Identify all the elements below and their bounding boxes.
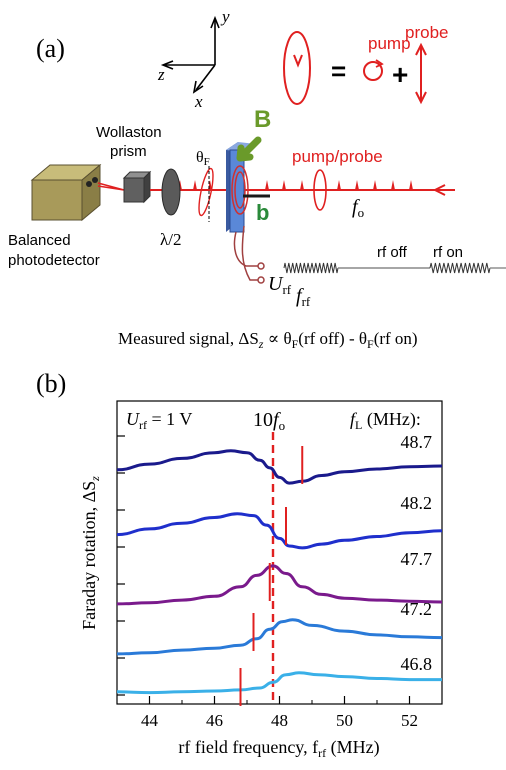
f-rf-label: frf — [296, 285, 311, 309]
rf-terminal-2 — [257, 276, 265, 284]
series-label-48.2: 48.2 — [401, 493, 433, 513]
rf-burst-off — [283, 262, 339, 274]
x-tick-label-44: 44 — [141, 711, 159, 730]
x-axis-label: x — [194, 92, 203, 111]
rf-field-b-label: b — [256, 200, 269, 225]
theta-f-label: θF — [196, 149, 210, 168]
urf-annotation: Urf = 1 V — [126, 409, 192, 432]
linear-polarization-ellipse — [283, 31, 311, 105]
u-rf-label: Urf — [268, 273, 292, 297]
series-line-47.7 — [116, 564, 443, 606]
plot-layer: 44 46 48 50 52 48.7 48.2 47.7 47.2 46.8 — [116, 432, 443, 730]
y-axis-arrow — [210, 15, 220, 29]
coordinate-axes — [160, 15, 220, 94]
y-axis-title: Faraday rotation, ΔSz — [79, 476, 102, 630]
x-axis-line — [195, 64, 216, 91]
split-beams — [97, 182, 125, 191]
series-line-46.8 — [116, 671, 442, 695]
polarization-legend: = pump + probe — [283, 23, 448, 105]
panel-b-label: (b) — [36, 369, 66, 398]
y-axis-label: y — [220, 7, 230, 26]
ten-fo-annotation: 10fo — [253, 409, 285, 433]
detector-label-1: Balanced — [8, 232, 71, 249]
probe-arrow-heads — [415, 42, 427, 105]
measured-signal-text: Measured signal, ΔSz ∝ θF(rf off) - θF(r… — [118, 329, 418, 351]
circular-pump-icon — [363, 61, 383, 81]
half-wave-plate — [161, 168, 181, 216]
rf-wire-1 — [233, 231, 258, 267]
series-label-47.2: 47.2 — [401, 599, 433, 619]
x-tick-label-46: 46 — [206, 711, 223, 730]
rf-waveform — [283, 262, 506, 274]
wollaston-prism — [122, 170, 152, 204]
series-line-47.2 — [116, 618, 443, 656]
series-label-48.7: 48.7 — [401, 432, 433, 452]
panel-a: (a) y z x = pump + probe — [8, 7, 506, 351]
equals-sign: = — [331, 56, 346, 86]
wollaston-label-1: Wollaston — [96, 124, 162, 141]
plot-frame — [116, 400, 443, 705]
wollaston-label-2: prism — [110, 143, 147, 160]
panel-a-label: (a) — [36, 34, 65, 63]
rf-wire-2 — [241, 225, 258, 281]
series-label-46.8: 46.8 — [401, 654, 433, 674]
series-line-48.7 — [116, 449, 443, 485]
pump-label: pump — [368, 34, 411, 53]
x-tick-label-52: 52 — [401, 711, 418, 730]
x-tick-label-48: 48 — [271, 711, 288, 730]
rotated-polarization-ellipse — [198, 167, 214, 217]
x-tick-label-50: 50 — [336, 711, 353, 730]
beam-polarization-ellipse — [313, 169, 327, 211]
fl-header: fL (MHz): — [350, 409, 421, 432]
b-field-label: B — [254, 106, 271, 133]
b-field-arrow — [236, 136, 262, 162]
beam-direction-arrow — [432, 184, 446, 196]
rf-burst-on — [429, 262, 491, 274]
panel-b: (b) 44 46 48 50 52 48.7 48.2 47.7 47.2 46.8 Urf =… — [36, 369, 443, 760]
detector-label-2: photodetector — [8, 252, 100, 269]
x-axis-arrow — [192, 80, 204, 94]
rf-terminal-1 — [257, 262, 265, 270]
circular-pump-arrow — [375, 59, 384, 68]
half-wave-label: λ/2 — [160, 230, 181, 249]
x-axis-title: rf field frequency, frf (MHz) — [178, 737, 379, 760]
series-label-47.7: 47.7 — [401, 549, 433, 569]
ellipse-arrow — [293, 54, 303, 68]
balanced-photodetector — [30, 163, 102, 222]
rf-on-label: rf on — [433, 244, 463, 261]
rf-off-label: rf off — [377, 244, 408, 261]
series-line-48.2 — [116, 512, 443, 550]
z-axis-arrow — [160, 60, 174, 70]
z-axis-label: z — [157, 65, 165, 84]
f-o-label: fo — [352, 196, 364, 220]
plus-sign: + — [392, 59, 408, 90]
probe-label: probe — [405, 23, 448, 42]
pump-probe-label: pump/probe — [292, 147, 383, 166]
sample-plate — [226, 142, 256, 233]
